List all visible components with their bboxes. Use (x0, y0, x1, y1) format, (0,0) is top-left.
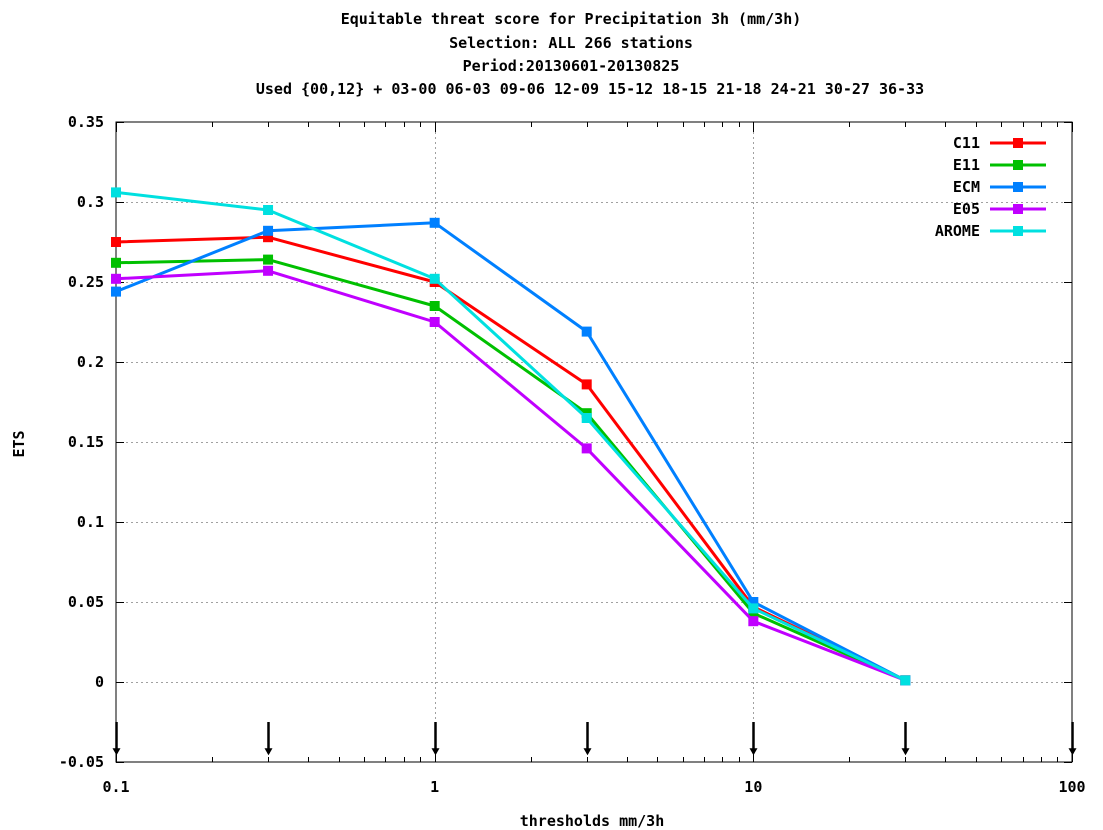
data-point (263, 254, 274, 265)
legend-item: E05 (953, 200, 1046, 218)
legend-label: C11 (953, 134, 980, 152)
series-line (115, 258, 907, 682)
grid-lines (116, 122, 1072, 762)
data-point (748, 597, 759, 607)
series-line (115, 269, 906, 682)
chart-subtitle-period: Period:20130601-20130825 (463, 57, 680, 75)
data-point (748, 603, 759, 614)
marker-arrow (749, 748, 758, 756)
legend-item: E11 (953, 156, 1046, 174)
chart-title: Equitable threat score for Precipitation… (341, 10, 802, 28)
bottom-axis-marker (1068, 722, 1077, 756)
legend-marker (1013, 204, 1023, 214)
y-tick-labels: -0.05 0 0.05 0.1 0.15 0.2 0.25 0.3 0.35 (59, 113, 104, 771)
data-series (111, 187, 911, 686)
legend-label: ECM (953, 178, 980, 196)
x-tick-label: 0.1 (102, 778, 129, 796)
legend-label: AROME (935, 222, 980, 240)
data-point (429, 301, 440, 311)
y-tick-label: 0.2 (77, 353, 104, 371)
legend-item: C11 (953, 134, 1046, 152)
y-tick-label: 0.15 (68, 433, 104, 451)
series-line (115, 221, 907, 682)
legend-item: ECM (953, 178, 1046, 196)
marker-arrow (1068, 748, 1077, 756)
legend-marker (1013, 160, 1023, 170)
data-point (581, 326, 592, 337)
chart-subtitle-used: Used {00,12} + 03-00 06-03 09-06 12-09 1… (256, 80, 924, 98)
data-point (263, 232, 274, 243)
series-line (115, 190, 907, 682)
x-tick-label: 1 (430, 778, 439, 796)
legend-label: E05 (953, 200, 980, 218)
data-point (581, 413, 592, 423)
marker-arrow (112, 748, 121, 756)
data-point (429, 273, 440, 284)
series-ecm (111, 217, 911, 686)
marker-arrow (583, 748, 592, 756)
bottom-axis-marker (112, 722, 121, 756)
series-arome (111, 187, 911, 686)
y-tick-label: 0 (95, 673, 104, 691)
bottom-axis-marker (431, 722, 440, 756)
bottom-axis-markers (112, 722, 1077, 756)
data-point (111, 257, 121, 268)
marker-arrow (901, 748, 910, 756)
data-point (263, 265, 274, 276)
series-c11 (111, 232, 911, 686)
x-axis-label: thresholds mm/3h (520, 812, 665, 830)
data-point (581, 379, 592, 390)
data-point (263, 225, 274, 236)
legend-label: E11 (953, 156, 980, 174)
data-point (900, 675, 911, 686)
y-tick-label: 0.25 (68, 273, 104, 291)
y-tick-label: 0.35 (68, 113, 104, 131)
legend-item: AROME (935, 222, 1046, 240)
bottom-axis-marker (264, 722, 273, 756)
legend-marker (1013, 226, 1023, 236)
data-point (429, 317, 440, 327)
legend: C11 E11 ECM E05 AROME (935, 134, 1046, 240)
plot-frame (115, 121, 1073, 763)
data-point (111, 187, 121, 198)
y-tick-label: 0.3 (77, 193, 104, 211)
bottom-axis-marker (749, 722, 758, 756)
x-tick-labels: 0.1 1 10 100 (102, 778, 1085, 796)
axis-ticks (116, 122, 1073, 763)
data-point (111, 273, 121, 284)
series-line (115, 235, 907, 682)
data-point (429, 217, 440, 228)
marker-arrow (431, 748, 440, 756)
x-tick-label: 10 (744, 778, 762, 796)
y-tick-label: 0.1 (77, 513, 104, 531)
y-tick-label: 0.05 (68, 593, 104, 611)
data-point (748, 616, 759, 627)
y-axis-label: ETS (10, 430, 28, 457)
bottom-axis-marker (901, 722, 910, 756)
chart-subtitle-selection: Selection: ALL 266 stations (449, 34, 693, 52)
data-point (263, 205, 274, 215)
y-tick-label: -0.05 (59, 753, 104, 771)
marker-arrow (264, 748, 273, 756)
data-point (581, 443, 592, 454)
bottom-axis-marker (583, 722, 592, 756)
data-point (111, 237, 121, 247)
x-tick-label: 100 (1058, 778, 1085, 796)
legend-marker (1013, 138, 1023, 148)
data-point (111, 286, 121, 297)
legend-marker (1013, 182, 1023, 192)
